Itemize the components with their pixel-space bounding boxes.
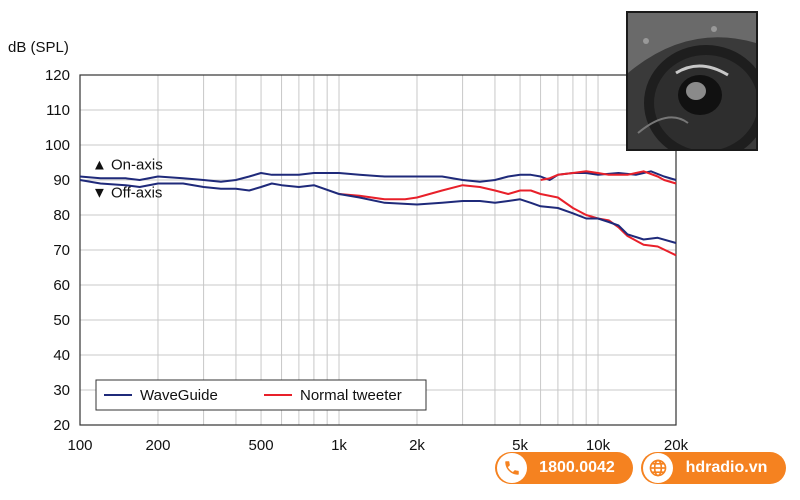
phone-icon xyxy=(497,453,527,483)
y-tick-label: 90 xyxy=(53,172,70,189)
legend-label: WaveGuide xyxy=(140,387,218,404)
x-tick-labels: 100 200 500 1k 2k 5k 10k 20k xyxy=(67,437,688,454)
chart-legend: WaveGuide Normal tweeter xyxy=(95,379,427,411)
x-tick-label: 2k xyxy=(409,437,425,454)
hotline-number: 1800.0042 xyxy=(539,459,615,476)
website-badge[interactable]: hdradio.vn xyxy=(641,452,786,484)
axis-annotation: ▼ Off-axis xyxy=(92,185,162,202)
series-line-waveguide xyxy=(79,179,677,244)
axis-annotations: ▲ On-axis ▼ Off-axis xyxy=(92,157,163,202)
series-line-normal-tweeter xyxy=(540,170,677,185)
y-tick-labels: 20 30 40 50 60 70 80 90 100 110 120 xyxy=(45,67,70,434)
x-tick-label: 5k xyxy=(512,437,528,454)
legend-box xyxy=(95,379,427,411)
y-tick-label: 30 xyxy=(53,382,70,399)
website-url: hdradio.vn xyxy=(685,459,768,476)
chart-series-lines xyxy=(79,170,677,257)
series-line-normal-tweeter xyxy=(338,184,677,257)
x-tick-label: 10k xyxy=(586,437,611,454)
globe-icon xyxy=(643,453,673,483)
x-tick-label: 200 xyxy=(145,437,170,454)
y-tick-label: 40 xyxy=(53,347,70,364)
hotline-badge[interactable]: 1800.0042 xyxy=(495,452,633,484)
y-tick-label: 50 xyxy=(53,312,70,329)
y-tick-label: 110 xyxy=(46,102,70,119)
x-tick-label: 1k xyxy=(331,437,347,454)
x-tick-label: 100 xyxy=(67,437,92,454)
y-tick-label: 20 xyxy=(53,417,70,434)
y-tick-label: 100 xyxy=(45,137,70,154)
y-tick-label: 80 xyxy=(53,207,70,224)
plot-frame xyxy=(79,74,677,426)
x-tick-label: 20k xyxy=(664,437,689,454)
y-axis-label: dB (SPL) xyxy=(8,39,69,56)
legend-label: Normal tweeter xyxy=(300,387,402,404)
chart-grid xyxy=(80,75,676,425)
axis-annotation: ▲ On-axis xyxy=(92,157,163,174)
y-tick-label: 120 xyxy=(45,67,70,84)
series-line-waveguide xyxy=(79,170,677,183)
y-tick-label: 60 xyxy=(53,277,70,294)
y-tick-label: 70 xyxy=(53,242,70,259)
speaker-photo xyxy=(626,11,758,151)
x-tick-label: 500 xyxy=(249,437,274,454)
